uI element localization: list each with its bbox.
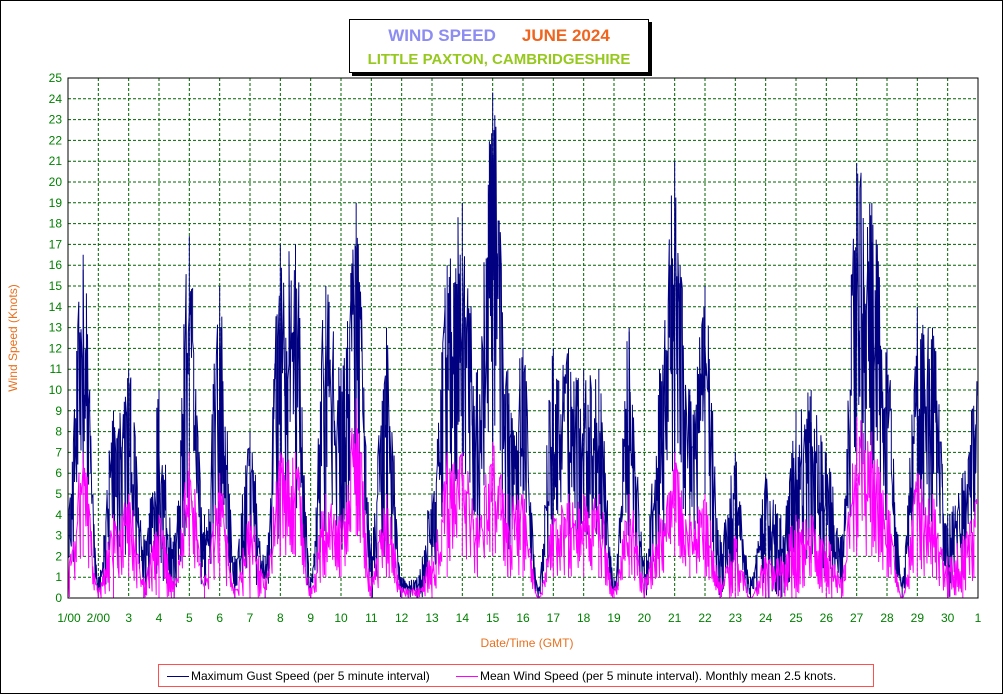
y-tick-label: 19 (49, 196, 63, 210)
y-tick-label: 8 (55, 425, 62, 439)
x-tick-label: 18 (577, 611, 591, 625)
y-tick-label: 18 (49, 217, 63, 231)
y-axis-label: Wind Speed (Knots) (6, 284, 20, 392)
x-tick-label: 10 (334, 611, 348, 625)
x-tick-label: 28 (880, 611, 894, 625)
chart-subtitle: LITTLE PAXTON, CAMBRIDGESHIRE (367, 51, 631, 68)
y-tick-label: 1 (55, 570, 62, 584)
y-tick-label: 20 (49, 175, 63, 189)
y-tick-label: 21 (49, 154, 63, 168)
y-tick-label: 17 (49, 237, 63, 251)
x-tick-label: 26 (820, 611, 834, 625)
x-tick-label: 1 (975, 611, 982, 625)
x-tick-labels: 1/00 2/00 3 4 5 6 7 8 9 10 11 12 13 14 15 16 17 18 19 20 21 2… (57, 611, 981, 625)
y-tick-label: 0 (55, 591, 62, 605)
x-tick-label: 9 (307, 611, 314, 625)
x-tick-label: 12 (395, 611, 409, 625)
y-tick-label: 23 (49, 113, 63, 127)
x-tick-label: 30 (941, 611, 955, 625)
y-tick-label: 14 (49, 300, 63, 314)
x-tick-label: 2/00 (87, 611, 111, 625)
y-tick-label: 10 (49, 383, 63, 397)
x-tick-label: 25 (789, 611, 803, 625)
x-tick-label: 15 (486, 611, 500, 625)
x-tick-label: 21 (668, 611, 682, 625)
series-trace (67, 408, 978, 599)
x-tick-label: 23 (729, 611, 743, 625)
chart-title: WIND SPEED (388, 26, 496, 45)
x-tick-label: 5 (186, 611, 193, 625)
x-tick-label: 3 (125, 611, 132, 625)
chart-title-month: JUNE 2024 (521, 26, 610, 45)
x-tick-label: 11 (365, 611, 378, 625)
x-tick-label: 14 (456, 611, 470, 625)
legend-swatch-gust (167, 676, 189, 677)
x-tick-label: 13 (425, 611, 439, 625)
y-tick-label: 15 (49, 279, 63, 293)
legend-label-mean: Mean Wind Speed (per 5 minute interval).… (480, 669, 837, 683)
x-tick-label: 27 (850, 611, 864, 625)
y-tick-label: 9 (55, 404, 62, 418)
x-tick-label: 7 (247, 611, 254, 625)
legend: Maximum Gust Speed (per 5 minute interva… (158, 664, 874, 687)
legend-swatch-mean (456, 676, 478, 677)
x-tick-label: 19 (607, 611, 621, 625)
y-tick-label: 22 (49, 133, 63, 147)
y-tick-label: 3 (55, 529, 62, 543)
y-tick-labels: 0123456789101112131415161718192021222324… (49, 71, 63, 605)
y-tick-label: 5 (55, 487, 62, 501)
x-tick-label: 4 (156, 611, 163, 625)
y-tick-label: 11 (50, 362, 63, 376)
y-tick-label: 24 (49, 92, 63, 106)
y-tick-label: 4 (55, 508, 62, 522)
x-tick-label: 16 (516, 611, 530, 625)
y-tick-label: 2 (55, 549, 62, 563)
x-tick-label: 17 (547, 611, 561, 625)
mean-series (67, 398, 979, 599)
x-tick-label: 22 (698, 611, 712, 625)
x-tick-label: 24 (759, 611, 773, 625)
x-axis-label: Date/Time (GMT) (480, 636, 574, 650)
x-tick-label: 6 (216, 611, 223, 625)
plot-border (67, 77, 979, 599)
title-box: WIND SPEED JUNE 2024 LITTLE PAXTON, CAMBR… (349, 19, 649, 73)
x-tick-label: 8 (277, 611, 284, 625)
y-tick-label: 13 (49, 321, 63, 335)
x-tick-label: 1/00 (57, 611, 81, 625)
legend-label-gust: Maximum Gust Speed (per 5 minute interva… (191, 669, 430, 683)
title-line: WIND SPEED JUNE 2024 (350, 26, 648, 46)
y-tick-label: 12 (49, 341, 63, 355)
x-tick-label: 29 (911, 611, 925, 625)
x-tick-label: 20 (638, 611, 652, 625)
y-tick-label: 6 (55, 466, 62, 480)
y-tick-label: 7 (55, 445, 62, 459)
y-tick-label: 25 (49, 71, 63, 85)
y-tick-label: 16 (49, 258, 63, 272)
